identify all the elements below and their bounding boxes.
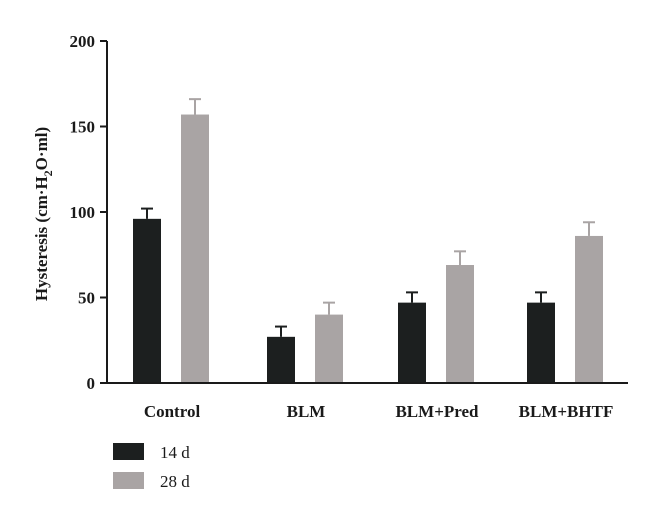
legend-label: 14 d xyxy=(160,443,190,462)
x-category-label: BLM xyxy=(287,402,326,421)
y-tick-label: 0 xyxy=(87,374,96,393)
y-tick-label: 50 xyxy=(78,289,95,308)
bar-14d-blm xyxy=(267,336,295,383)
bar-14d-blm-bhtf xyxy=(527,302,555,383)
x-category-label: BLM+Pred xyxy=(395,402,479,421)
bars-layer xyxy=(133,98,603,383)
x-category-label: Control xyxy=(144,402,201,421)
bar-28d-blm-bhtf xyxy=(575,235,603,383)
legend: 14 d 28 d xyxy=(113,443,190,491)
bar-14d-blm-pred xyxy=(398,302,426,383)
bar-14d-control xyxy=(133,218,161,383)
y-axis-label: Hysteresis (cm·H2O·ml) xyxy=(32,127,55,301)
y-tick-label: 100 xyxy=(70,203,96,222)
y-ticks: 0 50 100 150 200 xyxy=(70,32,107,393)
x-category-label: BLM+BHTF xyxy=(519,402,614,421)
y-tick-label: 200 xyxy=(70,32,96,51)
y-axis-label-main: Hysteresis (cm·H xyxy=(32,176,51,301)
legend-swatch-28d xyxy=(113,472,144,489)
x-category-labels: Control BLM BLM+Pred BLM+BHTF xyxy=(144,402,614,421)
y-tick-label: 150 xyxy=(70,118,96,137)
y-axis-label-rest: O·ml) xyxy=(32,127,51,170)
legend-label: 28 d xyxy=(160,472,190,491)
legend-swatch-14d xyxy=(113,443,144,460)
y-axis-label-subscript: 2 xyxy=(41,170,55,176)
bar-28d-control xyxy=(181,114,209,383)
bar-28d-blm-pred xyxy=(446,265,474,383)
bar-28d-blm xyxy=(315,314,343,383)
